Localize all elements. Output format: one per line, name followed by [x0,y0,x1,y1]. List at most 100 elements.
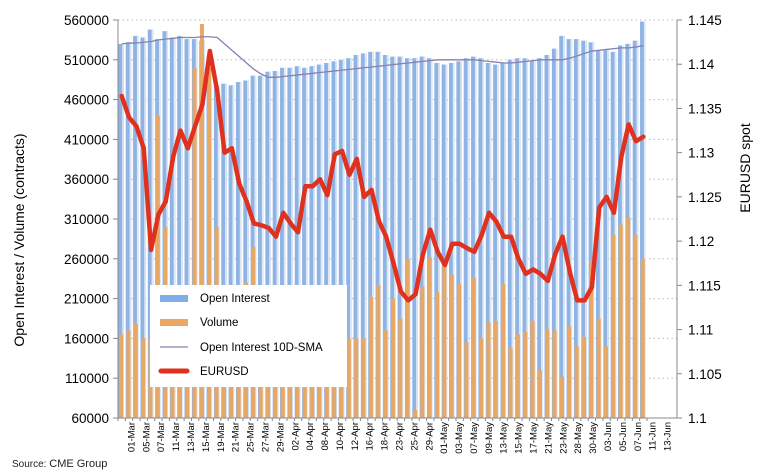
bar-open-interest-highlight [533,61,536,418]
bar-volume [141,338,146,418]
bar-open-interest [537,58,543,418]
bar-volume [464,342,469,418]
bar-open-interest-highlight [151,29,154,418]
bar-volume [537,370,542,418]
bar-open-interest-highlight [607,50,609,419]
bar-volume [449,274,454,418]
bar-open-interest [169,37,176,419]
bar-open-interest [338,59,345,419]
bar-open-interest-highlight [643,21,646,418]
x-tick-label: 13-May [499,422,510,454]
x-tick-label: 07-Mar [156,422,167,452]
bar-volume [493,320,498,418]
bar-open-interest [162,31,168,418]
bar-open-interest [331,61,337,418]
bar-volume [412,410,418,418]
bar-open-interest-highlight [548,55,550,419]
x-tick-label: 03-May [454,422,465,454]
x-tick-label: 27-Mar [260,422,271,452]
bar-open-interest-highlight [467,58,470,418]
bar-open-interest [360,53,367,418]
line-eurusd [119,48,646,303]
bar-open-interest-highlight [298,66,301,418]
bar-open-interest-highlight [122,43,124,418]
bar-open-interest-highlight [445,64,448,419]
bar-volume [405,258,410,418]
bar-volume [199,23,204,418]
bar-open-interest [133,35,139,419]
x-tick-label: 23-Apr [395,422,406,451]
bar-open-interest-highlight [261,75,264,418]
bar-open-interest-highlight [504,62,506,418]
bar-volume [545,328,550,418]
bar-volume [596,318,601,418]
bar-open-interest [125,42,132,419]
x-tick-label: 28-May [573,422,584,454]
y-tick-label: 210000 [64,292,109,307]
bar-volume [435,292,440,418]
x-tick-label: 05-Jun [618,422,629,451]
bar-open-interest [368,51,374,419]
bar-open-interest [390,56,396,419]
bar-open-interest-highlight [180,35,183,419]
y2-tick-label: 1.125 [688,190,722,205]
bar-open-interest [118,43,124,418]
y2-tick-label: 1.105 [688,367,722,382]
bar-open-interest-highlight [563,35,565,419]
bar-open-interest [632,40,639,419]
y-tick-label: 260000 [64,252,109,267]
bar-open-interest [493,64,499,419]
bar-open-interest [566,39,573,418]
x-tick-label: 21-May [543,422,554,454]
bar-volume [530,320,535,418]
legend-label-volume: Volume [200,317,238,329]
bar-open-interest [324,62,330,418]
bar-volume [501,284,506,418]
bar-open-interest-highlight [144,37,146,419]
bar-open-interest-highlight [489,62,492,418]
bar-volume [559,376,564,418]
legend-label-open-interest: Open Interest [200,293,270,305]
bar-open-interest [140,37,146,419]
x-tick-label: 29-Mar [275,422,286,452]
bar-open-interest [463,58,470,418]
x-tick-label: 21-Mar [231,422,242,452]
legend-label-sma: Open Interest 10D-SMA [200,342,323,354]
bar-open-interest [302,67,308,418]
lines [119,36,646,303]
bar-open-interest [456,61,462,418]
bar-open-interest-highlight [283,67,286,418]
x-tick-label: 16-Apr [365,422,376,451]
bar-open-interest [280,67,286,418]
bar-volume [155,115,160,419]
bar-volume [633,234,638,418]
bar-volume [574,346,579,418]
bar-open-interest [228,85,235,418]
bar-open-interest-highlight [232,85,235,418]
bar-open-interest-highlight [129,42,132,419]
x-tick-label: 19-Mar [216,422,227,452]
bar-volume [398,318,403,418]
bar-open-interest-highlight [394,56,396,419]
x-tick-label: 15-May [514,422,525,454]
bar-open-interest [640,21,646,418]
x-tick-label: 04-Apr [305,422,316,451]
bar-open-interest-highlight [526,58,528,418]
bar-open-interest [177,35,183,419]
bar-open-interest [221,83,227,419]
x-tick-label: 11-Mar [171,422,182,451]
bar-open-interest-highlight [541,58,543,418]
bar-open-interest [500,62,506,418]
bar-open-interest [529,61,536,418]
bar-volume [508,347,513,418]
legend-label-eurusd: EURUSD [200,366,249,378]
y-axis-ticks: 60000 110000 160000 210000 260000 310000 36000… [64,13,118,426]
x-tick-label: 18-Apr [380,422,391,451]
bar-open-interest-highlight [335,61,337,418]
x-tick-label: 13-Jun [663,422,674,451]
bar-open-interest [294,66,301,418]
bar-open-interest-highlight [320,64,323,419]
y-axis-label: Open Interest / Volume (contracts) [11,133,27,346]
bar-open-interest-highlight [342,59,345,419]
bar-open-interest [588,42,595,419]
